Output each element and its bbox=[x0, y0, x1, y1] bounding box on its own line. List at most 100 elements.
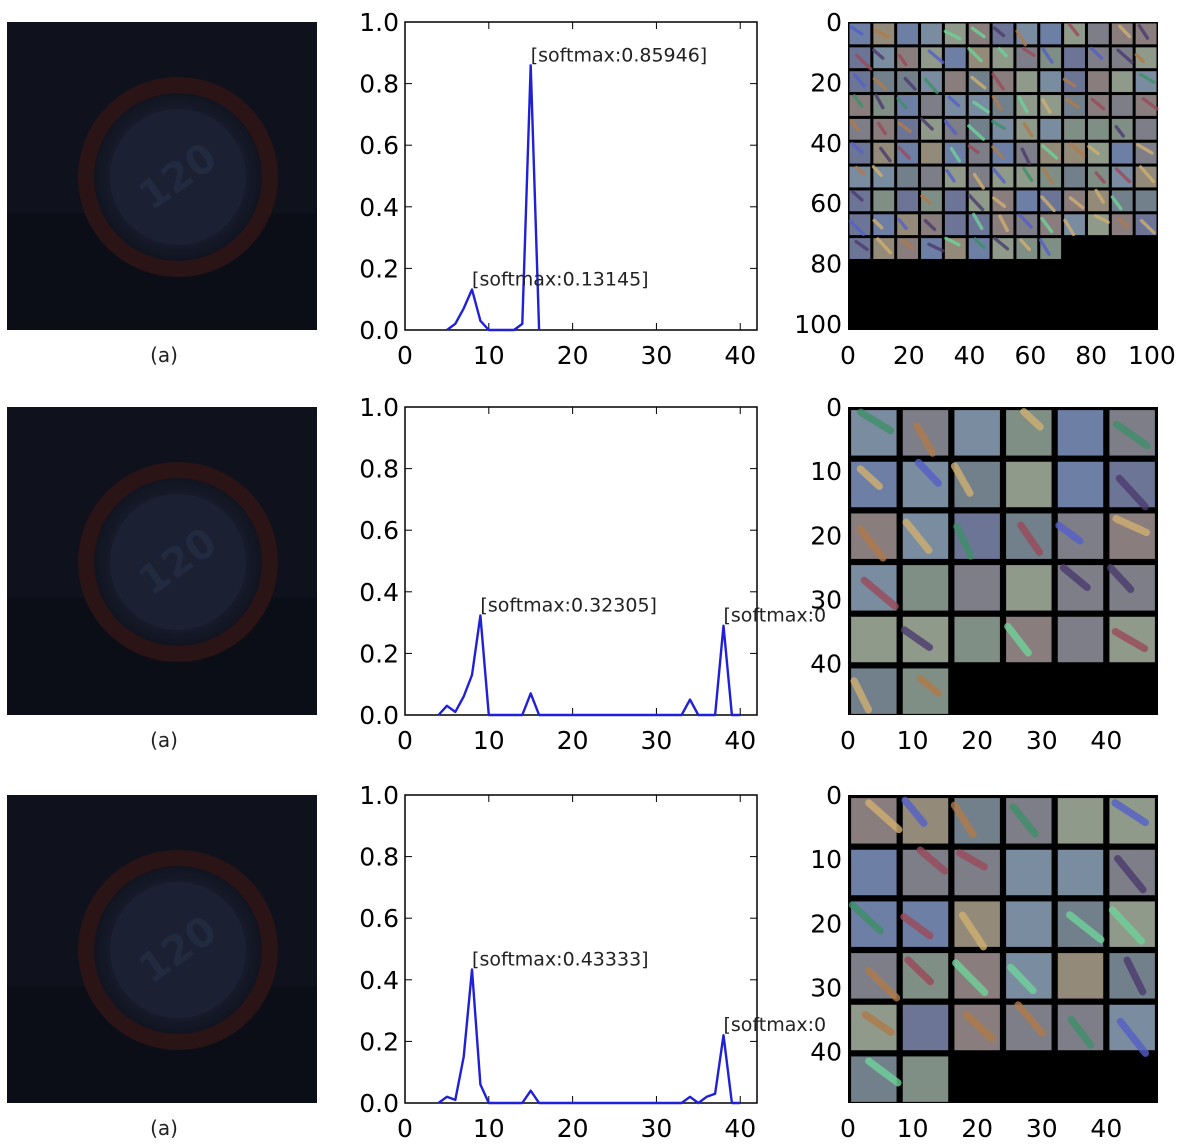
x-tick-label: 0 bbox=[397, 341, 413, 370]
filter-stroke bbox=[1137, 24, 1150, 40]
filter-stroke bbox=[991, 95, 1003, 111]
filter-stroke bbox=[849, 25, 864, 36]
x-tick-label: 40 bbox=[724, 341, 756, 370]
sign-photo: 120(a) bbox=[7, 22, 317, 367]
filter-tile bbox=[944, 238, 966, 259]
filter-stroke bbox=[916, 846, 949, 875]
filter-stroke bbox=[1021, 46, 1036, 57]
filter-stroke bbox=[1114, 854, 1147, 894]
x-tick-label: 40 bbox=[1090, 726, 1122, 755]
x-tick-label: 30 bbox=[1026, 1114, 1058, 1143]
y-tick-label: 20 bbox=[810, 68, 842, 97]
filter-stroke bbox=[970, 26, 986, 39]
filter-stroke bbox=[943, 29, 962, 41]
softmax-annotation: [softmax:0 bbox=[723, 1014, 826, 1036]
filter-stroke bbox=[1114, 125, 1125, 138]
filter-stroke bbox=[943, 119, 958, 135]
filter-tile bbox=[954, 953, 1000, 999]
filter-stroke bbox=[1118, 24, 1132, 39]
filter-tile bbox=[954, 565, 1000, 611]
filter-tile bbox=[873, 190, 895, 212]
filter-tile bbox=[992, 47, 1014, 69]
filter-stroke bbox=[1055, 521, 1084, 545]
filter-stroke bbox=[945, 168, 956, 183]
x-tick-label: 10 bbox=[897, 726, 929, 755]
y-tick-label: 0.0 bbox=[359, 316, 399, 345]
x-tick-label: 20 bbox=[557, 1114, 589, 1143]
filter-tile bbox=[1006, 953, 1052, 999]
x-tick-label: 0 bbox=[840, 726, 856, 755]
y-tick-label: 0.8 bbox=[359, 70, 399, 99]
filter-stroke bbox=[876, 237, 893, 255]
filter-stroke bbox=[1115, 474, 1149, 511]
filter-stroke bbox=[900, 238, 915, 250]
filter-stroke bbox=[1094, 188, 1105, 204]
filter-stroke bbox=[857, 408, 895, 435]
input-images: 120(a) 120(a) 120(a) bbox=[7, 22, 317, 1140]
filter-stroke bbox=[1004, 622, 1032, 657]
filter-tile bbox=[1040, 71, 1062, 93]
filter-stroke bbox=[998, 214, 1010, 233]
filter-stroke bbox=[927, 242, 945, 253]
filter-stroke bbox=[860, 576, 899, 610]
filter-stroke bbox=[850, 141, 864, 155]
image-caption: (a) bbox=[150, 343, 178, 367]
filter-stroke bbox=[901, 796, 928, 827]
x-tick-label: 10 bbox=[473, 726, 505, 755]
filter-tile bbox=[1006, 901, 1052, 947]
filter-tile bbox=[851, 849, 897, 896]
filter-stroke bbox=[1138, 165, 1156, 184]
filter-stroke bbox=[1111, 799, 1149, 827]
filter-stroke bbox=[953, 522, 975, 560]
y-tick-label: 0 bbox=[826, 393, 842, 422]
filter-stroke bbox=[903, 76, 917, 91]
filter-tile bbox=[897, 190, 919, 212]
filter-stroke bbox=[952, 959, 989, 997]
filter-stroke bbox=[872, 218, 884, 230]
filter-stroke bbox=[856, 525, 887, 562]
filter-tile bbox=[1111, 23, 1133, 45]
filter-tile bbox=[849, 166, 871, 188]
filter-stroke bbox=[1007, 963, 1037, 995]
filter-stroke bbox=[852, 94, 864, 108]
filter-tile bbox=[1040, 23, 1062, 45]
filter-stroke bbox=[1111, 628, 1149, 653]
filter-stroke bbox=[1019, 238, 1031, 252]
y-tick-label: 0.2 bbox=[359, 1027, 399, 1056]
y-tick-label: 0.6 bbox=[359, 516, 399, 545]
filter-tile bbox=[1109, 901, 1155, 947]
filter-tile bbox=[1040, 238, 1062, 259]
x-tick-label: 20 bbox=[557, 726, 589, 755]
filter-stroke bbox=[854, 53, 873, 71]
filter-tile bbox=[1040, 118, 1062, 140]
filter-tile bbox=[1111, 71, 1133, 93]
filter-stroke bbox=[876, 121, 887, 136]
filter-stroke bbox=[923, 77, 939, 95]
x-tick-label: 0 bbox=[397, 1114, 413, 1143]
filter-stroke bbox=[1110, 195, 1123, 211]
filter-tile bbox=[897, 142, 919, 164]
filter-tile bbox=[902, 513, 949, 559]
x-tick-label: 100 bbox=[1128, 341, 1176, 370]
x-tick-label: 30 bbox=[641, 341, 673, 370]
filter-stroke bbox=[970, 75, 987, 90]
filter-tile bbox=[1064, 166, 1085, 188]
filter-stroke bbox=[850, 677, 873, 714]
filter-stroke bbox=[854, 165, 866, 176]
sign-face bbox=[110, 494, 246, 630]
filter-tile bbox=[1057, 798, 1104, 844]
filter-tile bbox=[897, 166, 919, 188]
filter-tile bbox=[1006, 461, 1052, 508]
filter-tile bbox=[968, 238, 990, 259]
x-tick-label: 20 bbox=[961, 726, 993, 755]
filter-stroke bbox=[992, 26, 1006, 38]
softmax-annotation: [softmax:0.32305] bbox=[480, 595, 657, 617]
filter-stroke bbox=[1117, 217, 1130, 229]
filter-tile bbox=[1040, 190, 1062, 212]
filter-tile bbox=[1006, 849, 1052, 896]
y-tick-label: 40 bbox=[810, 129, 842, 158]
softmax-series-line bbox=[437, 968, 741, 1105]
